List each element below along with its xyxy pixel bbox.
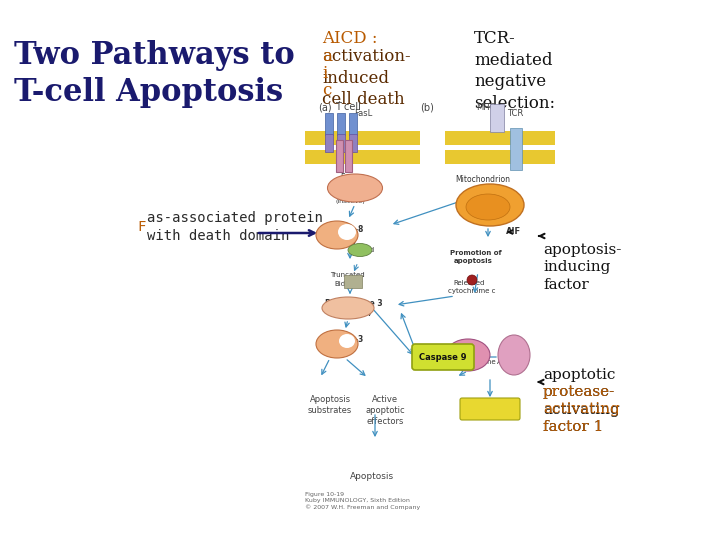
Bar	[349, 113, 357, 135]
Ellipse shape	[339, 334, 355, 348]
Text: apoptotic
protease-
activating
factor 1: apoptotic protease- activating factor 1	[543, 368, 620, 434]
Text: AICD :: AICD :	[322, 30, 377, 47]
Text: Active
apoptotic
effectors: Active apoptotic effectors	[365, 395, 405, 426]
Bar	[337, 134, 345, 152]
Ellipse shape	[348, 244, 372, 256]
Text: FADD: FADD	[336, 181, 356, 191]
Text: c: c	[322, 82, 331, 99]
Bar	[345, 140, 352, 172]
Text: (active): (active)	[323, 345, 356, 354]
Text: activation-
induced
cell death: activation- induced cell death	[322, 48, 410, 108]
Text: T cell: T cell	[335, 102, 361, 112]
Text: Two Pathways to
T-cell Apoptosis: Two Pathways to T-cell Apoptosis	[14, 40, 294, 108]
Bar	[344, 275, 362, 288]
Bar	[305, 150, 420, 164]
FancyBboxPatch shape	[412, 344, 474, 370]
Bar	[445, 150, 555, 164]
Text: Apoptosis
substrates: Apoptosis substrates	[308, 395, 352, 415]
Bar	[325, 134, 333, 152]
Text: Bid: Bid	[334, 281, 345, 287]
Text: apoptosis: apoptosis	[454, 258, 493, 264]
Bar	[305, 131, 420, 145]
Text: Procaspase 3: Procaspase 3	[325, 299, 382, 307]
Text: (a): (a)	[318, 102, 332, 112]
Text: Truncated: Truncated	[330, 272, 364, 278]
Text: Procaspase-8: Procaspase-8	[333, 192, 374, 198]
Text: Caspase 9: Caspase 9	[419, 353, 467, 361]
Text: Procaspase-9: Procaspase-9	[467, 406, 513, 412]
Bar	[336, 140, 343, 172]
Text: Figure 10-19
Kuby IMMUNOLOGY, Sixth Edition
© 2007 W.H. Freeman and Company: Figure 10-19 Kuby IMMUNOLOGY, Sixth Edit…	[305, 492, 420, 510]
Ellipse shape	[446, 339, 490, 371]
Ellipse shape	[316, 330, 358, 358]
Text: FasL: FasL	[354, 109, 372, 118]
Bar	[445, 131, 555, 145]
Text: Apaf 1: Apaf 1	[497, 359, 519, 365]
FancyBboxPatch shape	[460, 398, 520, 420]
Ellipse shape	[328, 174, 382, 202]
Text: Mitochondrion: Mitochondrion	[455, 174, 510, 184]
Text: F: F	[137, 220, 145, 234]
Text: Bid: Bid	[363, 247, 374, 253]
Text: Apoptosis: Apoptosis	[350, 472, 394, 481]
Ellipse shape	[316, 221, 358, 249]
Text: protease-
activating
factor 1: protease- activating factor 1	[543, 385, 620, 434]
Text: Caspase-8: Caspase-8	[320, 226, 364, 234]
Bar	[349, 134, 357, 152]
Bar	[510, 128, 522, 170]
Bar	[490, 104, 504, 132]
Text: AIF: AIF	[506, 227, 521, 237]
Ellipse shape	[466, 194, 510, 220]
Text: a: a	[322, 48, 332, 65]
Text: cytochrome c: cytochrome c	[448, 288, 495, 294]
Text: (b): (b)	[420, 102, 434, 112]
Ellipse shape	[467, 275, 477, 285]
Text: Promotion of: Promotion of	[450, 250, 502, 256]
Text: MHC: MHC	[476, 103, 495, 112]
Text: TCR: TCR	[507, 109, 523, 118]
Ellipse shape	[456, 184, 524, 226]
Text: Released: Released	[453, 280, 485, 286]
Text: apoptosis-
inducing
factor: apoptosis- inducing factor	[543, 243, 621, 292]
Text: Apoptosome: Apoptosome	[453, 359, 497, 365]
Text: i: i	[322, 65, 328, 82]
Text: as-associated protein
with death domain: as-associated protein with death domain	[147, 211, 323, 243]
Text: (active): (active)	[323, 235, 356, 245]
Text: (inactive): (inactive)	[330, 307, 372, 316]
Text: Caspase-3: Caspase-3	[320, 335, 364, 345]
Text: TCR-
mediated
negative
selection:: TCR- mediated negative selection:	[474, 30, 555, 112]
Ellipse shape	[322, 297, 374, 319]
Text: Fas: Fas	[340, 172, 352, 181]
Text: (inactive): (inactive)	[336, 199, 366, 205]
Bar	[337, 113, 345, 135]
Ellipse shape	[498, 335, 530, 375]
Bar	[325, 113, 333, 135]
Ellipse shape	[338, 224, 356, 240]
